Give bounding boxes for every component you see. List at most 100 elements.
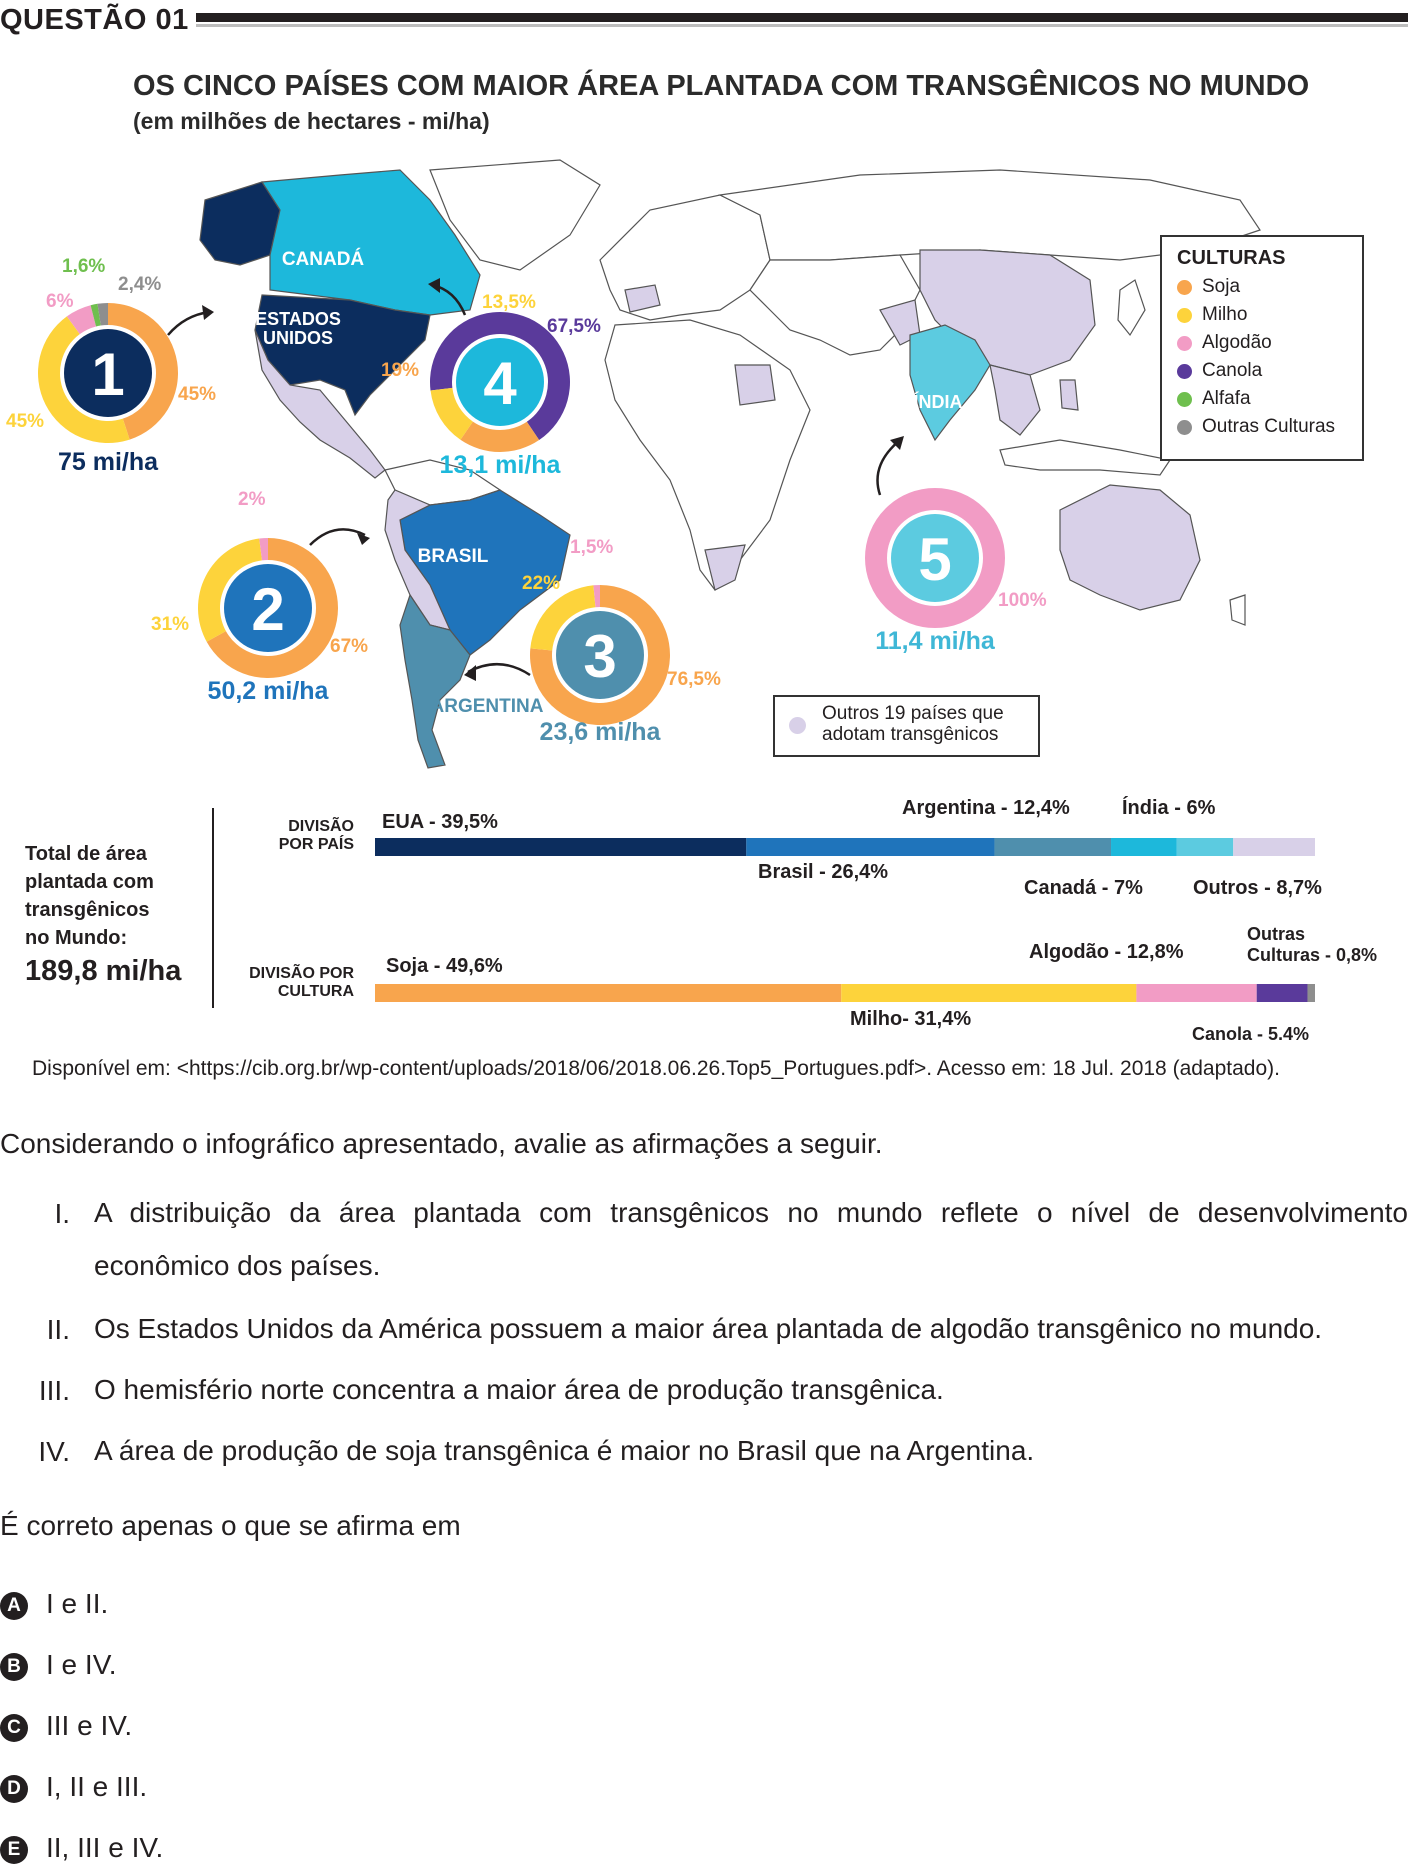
legend-item-milho: Milho — [1177, 304, 1362, 326]
donut-2-slice-algodão — [259, 538, 268, 561]
donut-2-center — [224, 564, 312, 652]
bar-country-layer-segment-1 — [746, 838, 995, 856]
bar-crop-label: DIVISÃO POR CULTURA — [240, 965, 354, 1001]
bar-country-layer-segment-3 — [1111, 838, 1177, 856]
option-letter-badge: C — [0, 1713, 28, 1742]
india-label: ÍNDIA — [914, 391, 963, 412]
d3-total: 23,6 mi/ha — [540, 718, 662, 746]
greenland-shape — [429, 159, 601, 271]
option-text: I e II. — [46, 1588, 109, 1619]
bar-country-label: DIVISÃO POR PAÍS — [250, 818, 354, 854]
donut-4-rank: 4 — [483, 350, 517, 417]
statement-text: A área de produção de soja transgênica é… — [94, 1435, 1035, 1466]
label-outras-2: Culturas - 0,8% — [1247, 945, 1377, 965]
label-canada: Canadá - 7% — [1024, 877, 1143, 899]
bar-crop-layer-segment-3 — [1256, 984, 1308, 1002]
donut-3-center — [556, 611, 644, 699]
bar-crop-layer-segment-2 — [1136, 984, 1257, 1002]
arrowheads — [202, 278, 904, 681]
donut-2-slice-soja — [206, 538, 338, 678]
d3-algodao-label: 1,5% — [570, 537, 613, 558]
option-text: I e IV. — [46, 1649, 117, 1680]
donut-1-slice-alfafa — [90, 303, 101, 327]
donut-3-slice-milho — [530, 585, 596, 651]
arrow-2 — [309, 528, 366, 546]
d1-alfafa-label: 1,6% — [62, 256, 105, 277]
brasil-label: BRASIL — [418, 546, 489, 567]
option-text: I, II e III. — [46, 1771, 148, 1802]
option-letter-badge: D — [0, 1774, 28, 1803]
algodao-dot-icon — [1177, 335, 1192, 351]
question-number: QUESTÃO 01 — [0, 4, 189, 36]
donut-3-slice-algodão — [593, 585, 600, 608]
total-line1: Total de área — [25, 843, 147, 865]
option-e[interactable]: E II, III e IV. — [0, 1832, 163, 1864]
division-bars: EUA - 39,5% Brasil - 26,4% Argentina - 1… — [375, 796, 1377, 1040]
argentina-shape — [399, 593, 471, 769]
donut-4-slice-soja — [460, 421, 540, 452]
total-line3: transgênicos — [25, 899, 150, 921]
statement-3: III. O hemisfério norte concentra a maio… — [0, 1374, 1408, 1425]
canada-shape — [260, 169, 481, 316]
middle-east-shape — [749, 254, 921, 356]
south-africa-shape — [704, 544, 746, 591]
total-area-value: 189,8 mi/ha — [25, 955, 182, 987]
option-text: III e IV. — [46, 1710, 133, 1741]
others-dot-icon — [789, 717, 806, 734]
label-milho: Milho- 31,4% — [850, 1008, 971, 1030]
d4-canola-label: 67,5% — [547, 316, 601, 337]
option-a[interactable]: A I e II. — [0, 1588, 108, 1620]
mexico-shape — [254, 329, 386, 479]
d5-algodao-label: 100% — [998, 590, 1047, 611]
d1-total: 75 mi/ha — [58, 448, 159, 476]
label-soja: Soja - 49,6% — [386, 955, 503, 977]
source-citation: Disponível em: <https://cib.org.br/wp-co… — [32, 1057, 1280, 1080]
label-outros: Outros - 8,7% — [1193, 877, 1322, 899]
donut-1-slice-algodão — [66, 305, 97, 335]
statement-num: IV. — [38, 1436, 70, 1467]
option-b[interactable]: B I e IV. — [0, 1649, 117, 1681]
canada-label: CANADÁ — [282, 248, 365, 270]
bar-crop-layer-segment-0 — [375, 984, 842, 1002]
bar-country-layer-segment-2 — [994, 838, 1112, 856]
label-eua: EUA - 39,5% — [382, 811, 498, 833]
bar-crop-label-1: DIVISÃO POR — [249, 965, 354, 982]
australia-shape — [1059, 484, 1201, 611]
canola-dot-icon — [1177, 363, 1192, 379]
legend-label: Alfafa — [1202, 388, 1251, 409]
option-text: II, III e IV. — [46, 1832, 164, 1863]
donut-3-slice-soja — [529, 585, 670, 725]
donut-1-center — [64, 329, 152, 417]
total-divider — [212, 808, 214, 1008]
usa-label-line2: UNIDOS — [263, 328, 333, 348]
donut-layer: 1 2 3 4 5 — [38, 303, 1005, 725]
indonesia-shape — [999, 439, 1171, 476]
donut-1-slice-outras-culturas — [97, 303, 108, 326]
bar-crop-label-2: CULTURA — [277, 983, 354, 1000]
header-rule-light — [196, 24, 1408, 27]
total-line2: plantada com — [25, 871, 154, 893]
others-text: Outros 19 países que adotam transgênicos — [822, 703, 1004, 745]
d2-soja-label: 67% — [330, 636, 368, 657]
legend-title: CULTURAS — [1177, 247, 1286, 269]
japan-shape — [1117, 279, 1146, 337]
others-line1: Outros 19 países que — [822, 703, 1004, 724]
legend-item-canola: Canola — [1177, 360, 1362, 382]
d4-total: 13,1 mi/ha — [440, 451, 562, 479]
d2-milho-label: 31% — [151, 614, 189, 635]
d1-algodao-label: 6% — [46, 291, 74, 312]
bar-country-label-1: DIVISÃO — [288, 818, 354, 835]
legend-label: Outras Culturas — [1202, 416, 1336, 437]
donut-5-center — [891, 514, 979, 602]
others-line2: adotam transgênicos — [822, 724, 999, 745]
sudan-shape — [734, 364, 776, 406]
legend-label: Soja — [1202, 276, 1241, 297]
d1-milho-label: 45% — [6, 411, 44, 432]
india-shape — [909, 324, 991, 442]
arrow-3 — [467, 662, 531, 677]
usa-label-line1: ESTADOS — [255, 309, 341, 329]
d1-outras-label: 2,4% — [118, 274, 161, 295]
option-d[interactable]: D I, II e III. — [0, 1771, 147, 1803]
option-c[interactable]: C III e IV. — [0, 1710, 132, 1742]
statement-text: O hemisfério norte concentra a maior áre… — [94, 1374, 944, 1405]
